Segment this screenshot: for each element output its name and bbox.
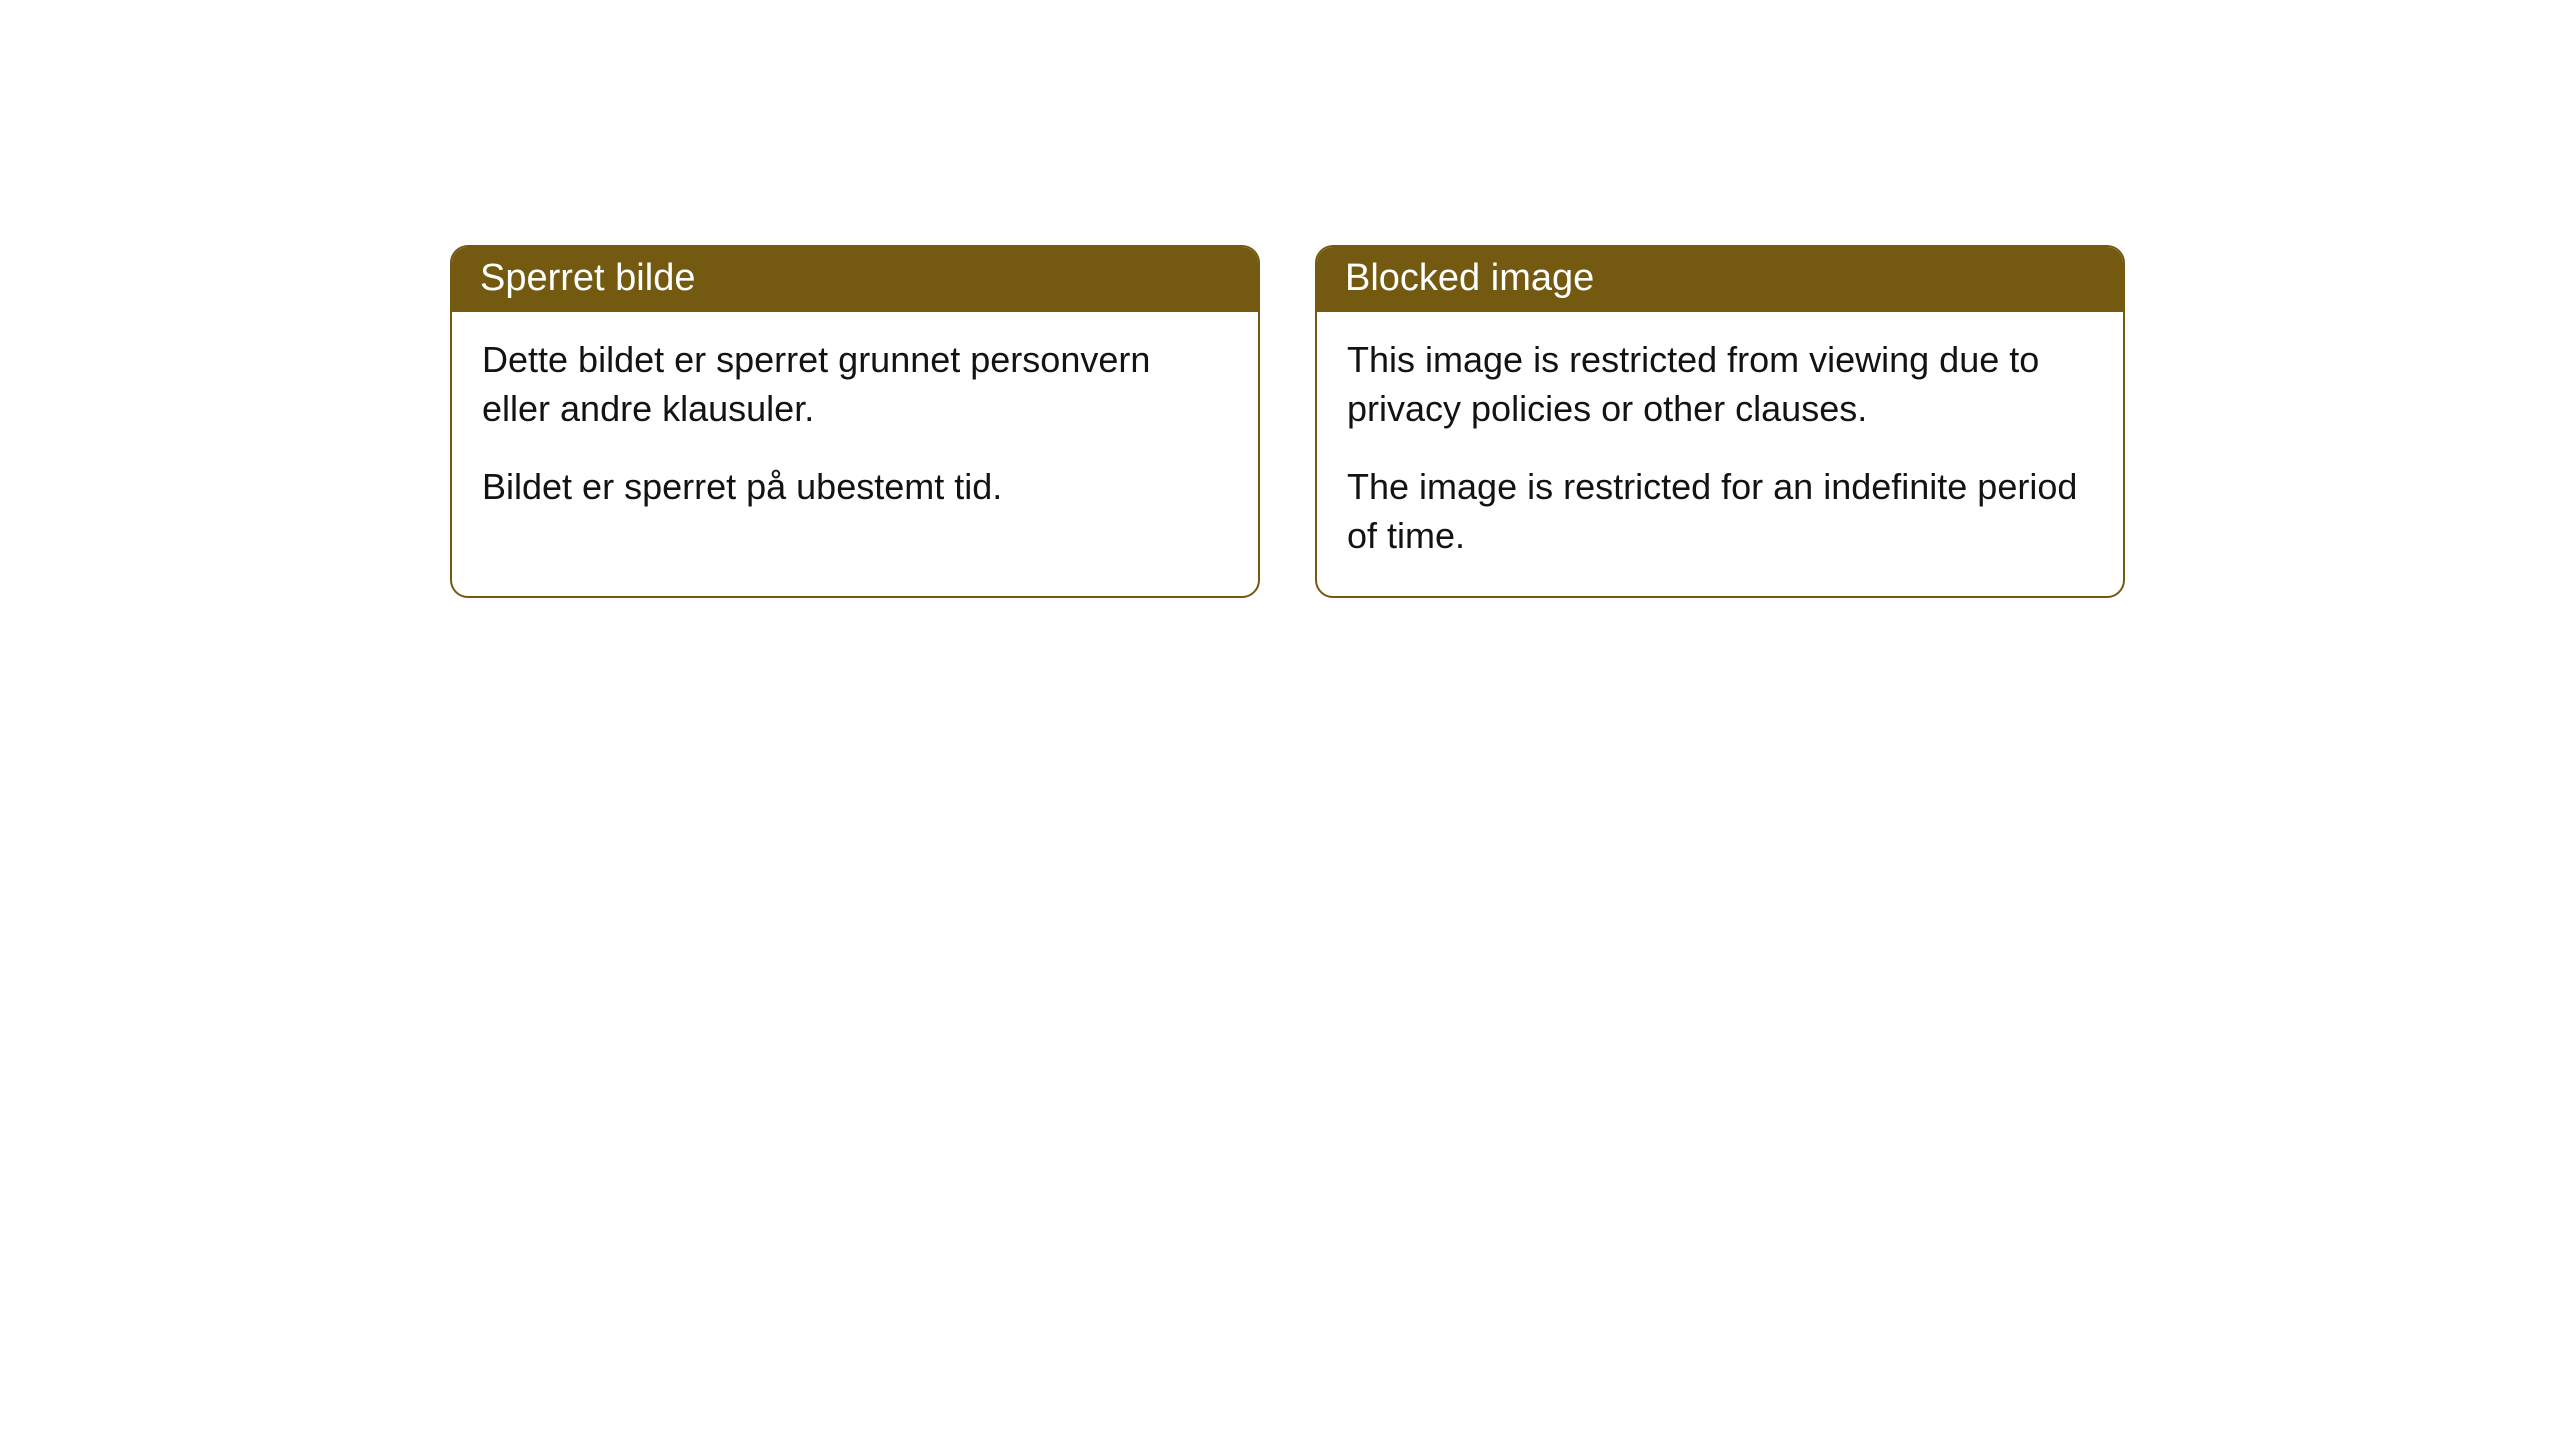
card-paragraph: This image is restricted from viewing du… — [1347, 336, 2093, 433]
card-paragraph: Dette bildet er sperret grunnet personve… — [482, 336, 1228, 433]
card-paragraph: The image is restricted for an indefinit… — [1347, 463, 2093, 560]
card-header-norwegian: Sperret bilde — [452, 247, 1258, 312]
card-body-english: This image is restricted from viewing du… — [1317, 312, 2123, 596]
cards-container: Sperret bilde Dette bildet er sperret gr… — [450, 245, 2560, 598]
card-english: Blocked image This image is restricted f… — [1315, 245, 2125, 598]
card-norwegian: Sperret bilde Dette bildet er sperret gr… — [450, 245, 1260, 598]
card-header-english: Blocked image — [1317, 247, 2123, 312]
card-paragraph: Bildet er sperret på ubestemt tid. — [482, 463, 1228, 512]
card-body-norwegian: Dette bildet er sperret grunnet personve… — [452, 312, 1258, 548]
